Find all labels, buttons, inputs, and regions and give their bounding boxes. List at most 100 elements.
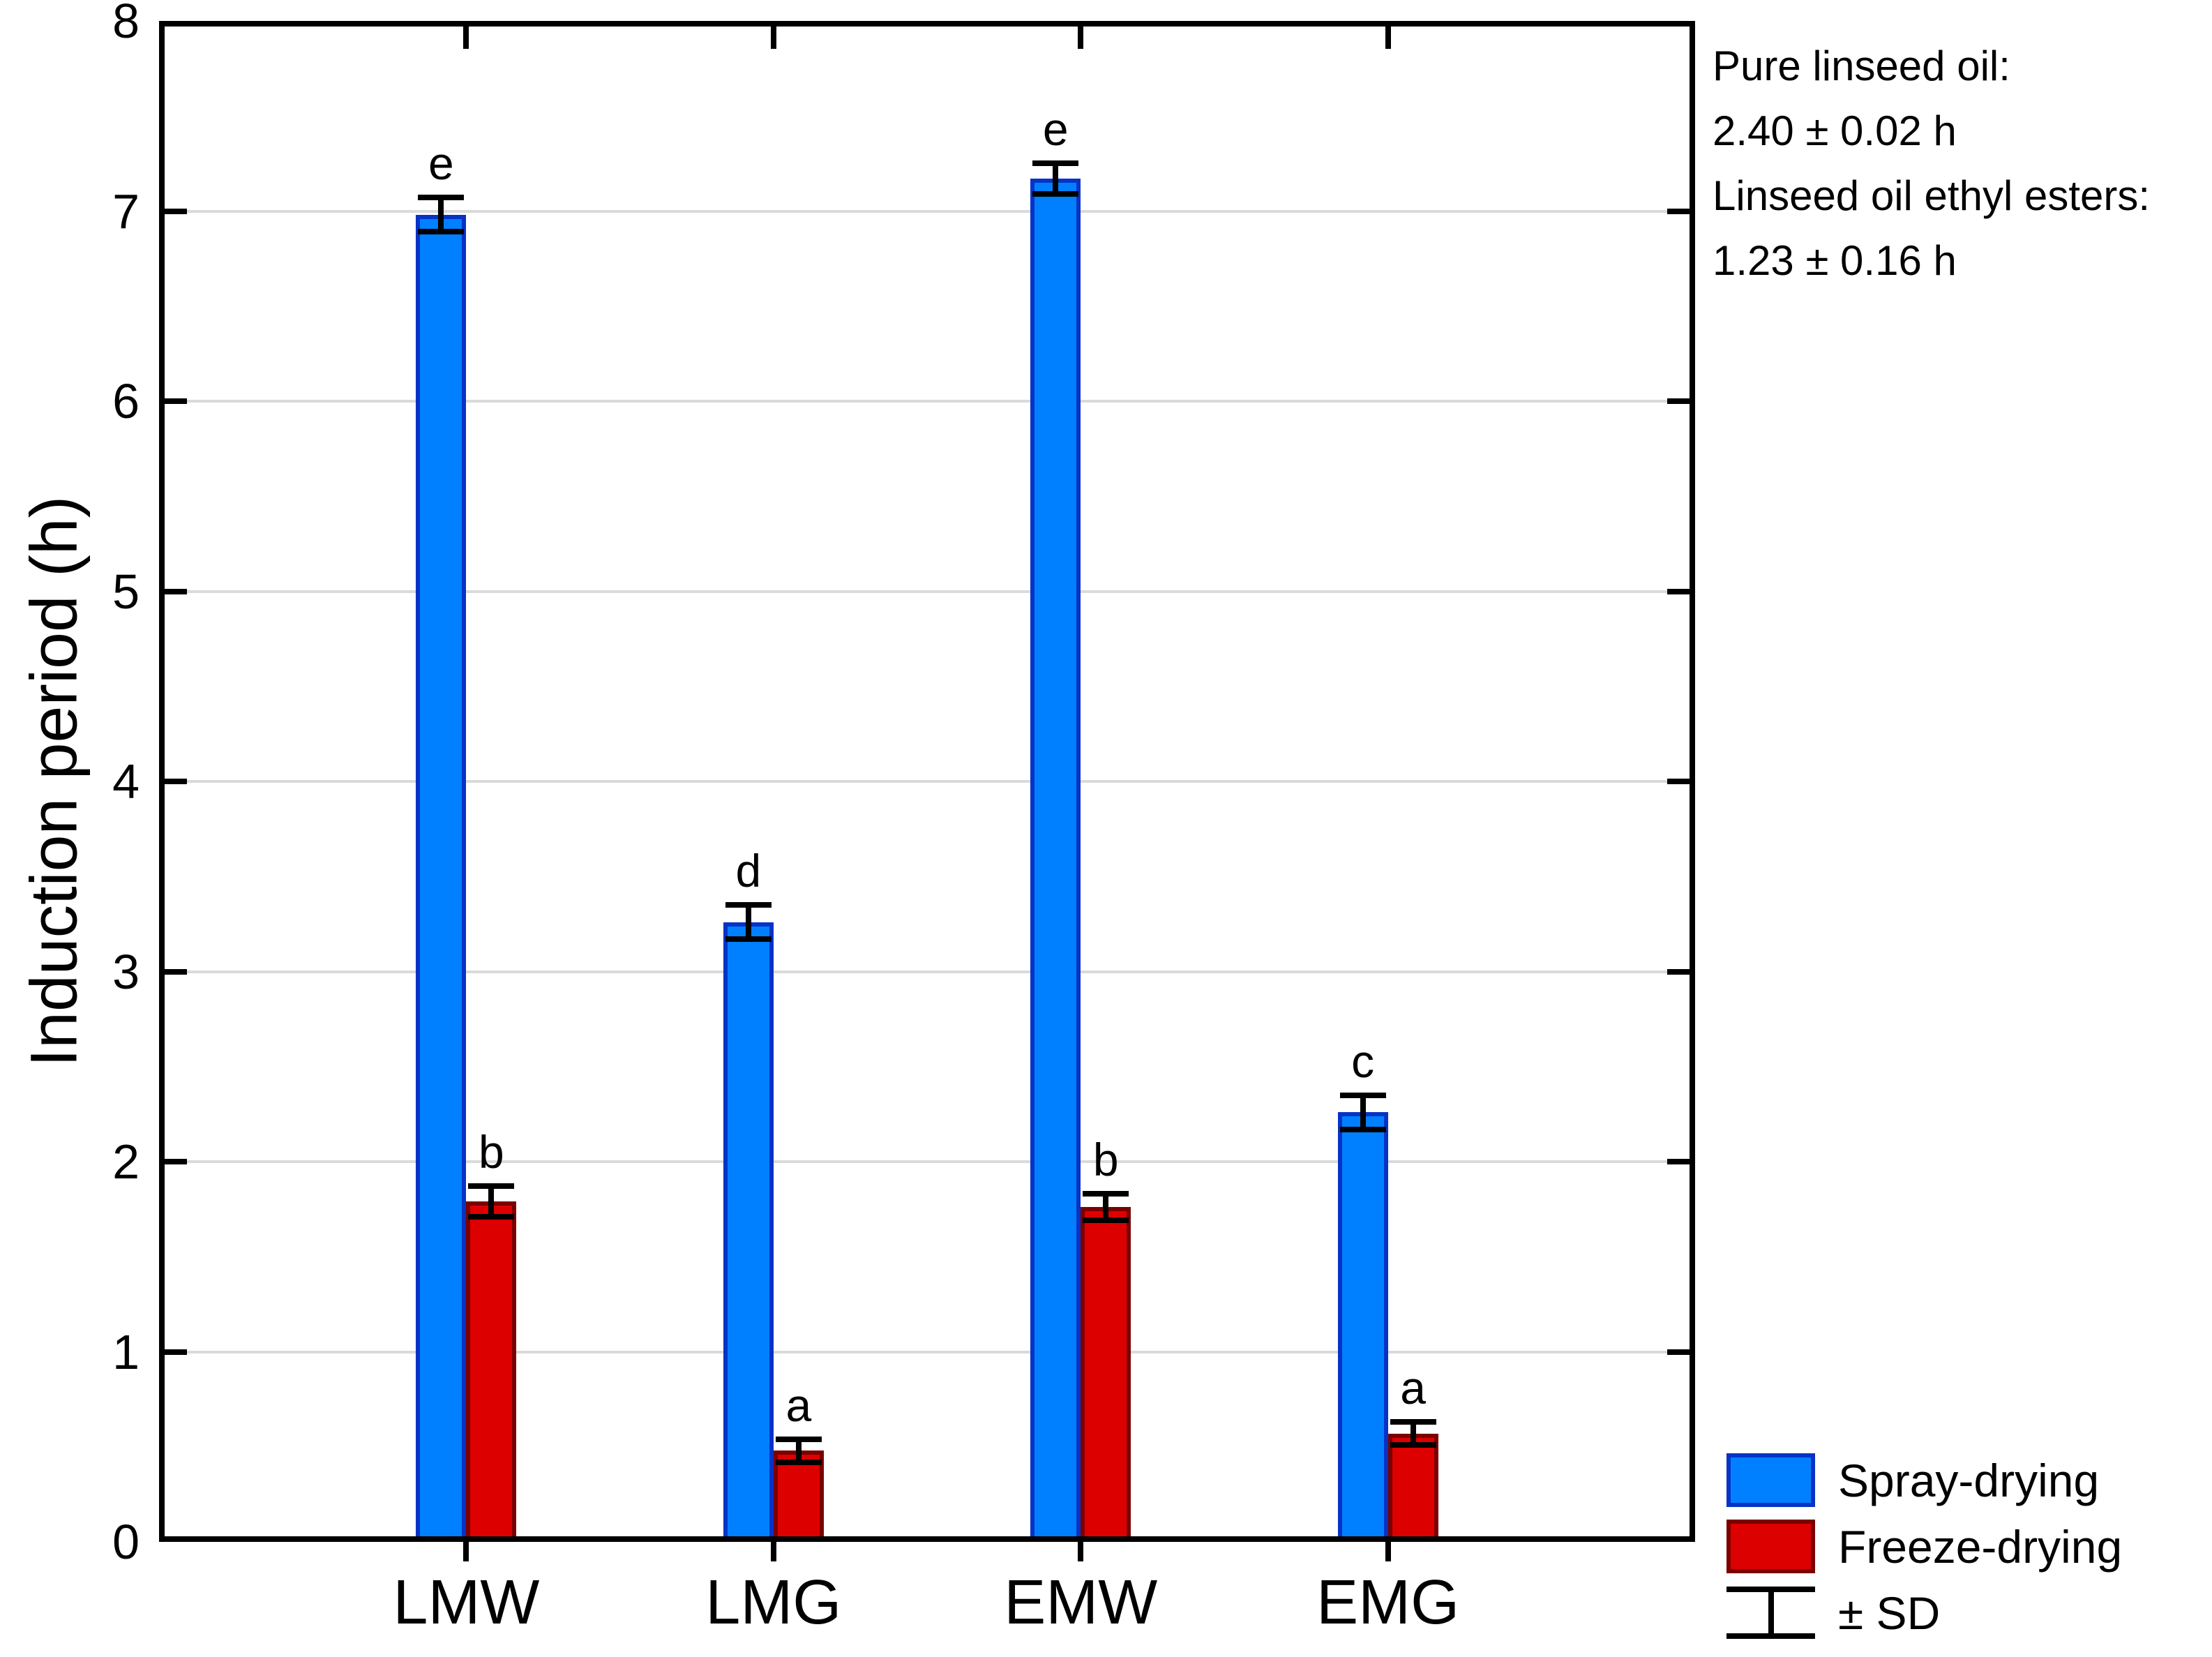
error-bar-cap: [468, 1183, 515, 1190]
error-bar-cap: [725, 902, 772, 908]
error-bar: [1410, 1422, 1416, 1446]
legend: Spray-drying Freeze-drying ± SD: [1726, 1453, 2122, 1652]
legend-swatch-spray-drying: [1726, 1453, 1815, 1507]
legend-swatch-freeze-drying: [1726, 1520, 1815, 1573]
y-tick-label: 8: [112, 0, 140, 48]
error-bar-cap: [468, 1214, 515, 1220]
y-gridline: [159, 1160, 1695, 1163]
error-bar-cap: [1390, 1419, 1436, 1425]
plot-frame-bottom: [159, 1536, 1695, 1542]
bar-freeze-drying-emg: [1387, 1433, 1438, 1542]
y-tick-label: 5: [112, 564, 140, 619]
y-tick-left: [159, 968, 187, 975]
error-bar: [488, 1186, 495, 1217]
bar-spray-drying-emg: [1337, 1112, 1388, 1542]
legend-label: ± SD: [1838, 1587, 1941, 1639]
error-bar-cap: [1032, 190, 1079, 197]
error-bar-icon: [1726, 1587, 1815, 1639]
y-gridline: [159, 209, 1695, 213]
error-bar-cap: [775, 1436, 822, 1442]
significance-letter: a: [1400, 1362, 1426, 1414]
y-tick-left: [159, 1349, 187, 1355]
y-tick-left: [159, 779, 187, 784]
group-tick-top: [1385, 21, 1391, 49]
significance-letter: e: [428, 137, 454, 190]
y-tick-right: [1667, 398, 1695, 404]
group-tick-bottom: [1078, 1542, 1084, 1561]
group-tick-bottom: [770, 1542, 776, 1561]
y-tick-label: 7: [112, 183, 140, 239]
legend-item-sd: ± SD: [1726, 1586, 2122, 1640]
error-bar-cap: [1083, 1191, 1129, 1197]
y-gridline: [159, 780, 1695, 783]
error-bar-cap: [418, 229, 465, 235]
y-gridline: [159, 590, 1695, 593]
y-gridline: [159, 400, 1695, 403]
bar-freeze-drying-lmg: [773, 1450, 824, 1542]
legend-label: Freeze-drying: [1838, 1520, 2123, 1573]
error-bar: [1053, 163, 1059, 194]
y-tick-label: 2: [112, 1134, 140, 1189]
error-bar-icon-line: [1768, 1587, 1774, 1639]
error-bar-cap: [1339, 1092, 1386, 1098]
y-tick-right: [1667, 779, 1695, 784]
error-bar-cap: [1390, 1442, 1436, 1448]
x-category-label: EMG: [1316, 1568, 1460, 1637]
annotation-line: 2.40 ± 0.02 h: [1713, 107, 1957, 154]
bar-freeze-drying-lmw: [466, 1201, 517, 1542]
significance-letter: c: [1351, 1035, 1375, 1087]
error-bar-cap: [775, 1459, 822, 1465]
error-bar-cap: [725, 936, 772, 943]
y-tick-right: [1667, 1349, 1695, 1355]
x-category-label: LMG: [705, 1568, 842, 1637]
y-tick-left: [159, 208, 187, 214]
plot-area: e d e c b a b a: [159, 21, 1695, 1561]
error-bar-cap: [418, 195, 465, 201]
y-tick-left: [159, 1159, 187, 1164]
y-tick-label: 1: [112, 1324, 140, 1379]
y-tick-left: [159, 398, 187, 404]
y-tick-label: 4: [112, 754, 140, 809]
bar-spray-drying-lmg: [723, 922, 774, 1542]
error-bar: [1360, 1095, 1366, 1130]
y-tick-label: 3: [112, 944, 140, 999]
error-bar-cap: [1339, 1126, 1386, 1132]
plot-frame-left: [159, 21, 165, 1542]
plot-frame-top: [159, 21, 1695, 27]
plot-frame-right: [1690, 21, 1695, 1542]
significance-letter: d: [735, 845, 762, 897]
group-tick-top: [463, 21, 469, 49]
error-bar: [1103, 1194, 1109, 1221]
error-bar: [438, 197, 444, 232]
annotation-line: Linseed oil ethyl esters:: [1713, 172, 2151, 219]
group-tick-top: [770, 21, 776, 49]
error-bar-cap: [1083, 1217, 1129, 1224]
error-bar: [745, 905, 751, 940]
group-tick-top: [1078, 21, 1084, 49]
error-bar: [795, 1439, 802, 1462]
significance-letter: b: [479, 1126, 504, 1178]
bar-spray-drying-lmw: [416, 214, 467, 1542]
x-category-label: EMW: [1004, 1568, 1158, 1637]
significance-letter: e: [1042, 103, 1069, 156]
y-tick-right: [1667, 968, 1695, 975]
y-tick-left: [159, 588, 187, 594]
y-gridline: [159, 1350, 1695, 1354]
bar-spray-drying-emw: [1030, 179, 1081, 1542]
bar-freeze-drying-emw: [1081, 1207, 1131, 1542]
legend-item: Freeze-drying: [1726, 1520, 2122, 1573]
annotation-text: Pure linseed oil: 2.40 ± 0.02 h Linseed oi…: [1713, 33, 2150, 293]
annotation-line: 1.23 ± 0.16 h: [1713, 237, 1957, 284]
legend-label: Spray-drying: [1838, 1454, 2100, 1506]
significance-letter: b: [1092, 1134, 1119, 1186]
y-gridline: [159, 970, 1695, 973]
annotation-line: Pure linseed oil:: [1713, 43, 2010, 89]
y-tick-right: [1667, 1159, 1695, 1164]
y-tick-label: 0: [112, 1515, 140, 1569]
y-tick-right: [1667, 588, 1695, 594]
y-tick-label: 6: [112, 374, 140, 428]
group-tick-bottom: [1385, 1542, 1391, 1561]
y-tick-right: [1667, 208, 1695, 214]
legend-item: Spray-drying: [1726, 1453, 2122, 1507]
